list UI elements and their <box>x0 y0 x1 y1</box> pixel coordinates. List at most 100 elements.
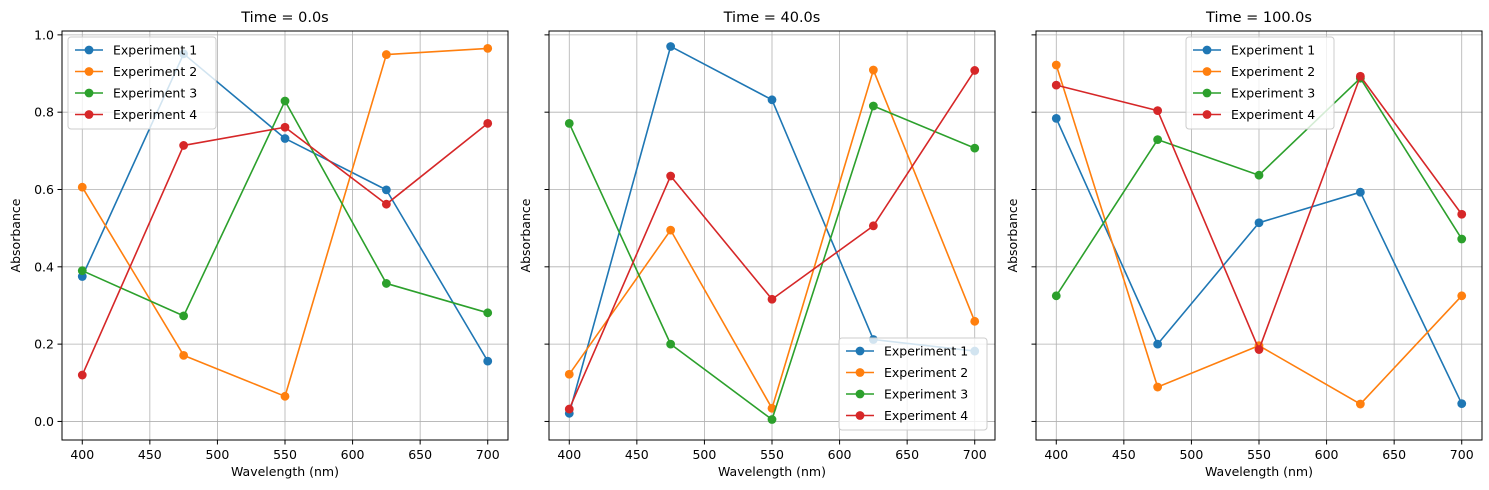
data-point <box>1254 218 1264 228</box>
data-point <box>1051 291 1061 301</box>
x-tick-label: 450 <box>138 447 162 462</box>
data-point <box>77 182 87 192</box>
legend-box <box>838 337 988 431</box>
data-point <box>77 266 87 276</box>
data-point <box>868 101 878 111</box>
data-point <box>280 134 290 143</box>
x-tick-label: 700 <box>476 447 500 462</box>
x-tick-label: 600 <box>1315 447 1339 462</box>
x-tick-label: 400 <box>70 447 94 462</box>
legend-marker-2 <box>855 368 865 377</box>
x-tick-label: 650 <box>895 447 919 462</box>
chart-panel-1: 400 450 500 550 600 650 700 0.0 0.2 0.4 0.6 0.8 1.0 T… <box>8 10 509 479</box>
data-point <box>179 141 189 150</box>
legend-label: Experiment 4 <box>884 408 968 423</box>
x-tick-label: 550 <box>273 447 297 462</box>
data-point <box>280 96 290 106</box>
data-point <box>483 43 493 53</box>
y-tick-label: 0.6 <box>34 182 54 197</box>
data-point <box>970 316 980 326</box>
data-point <box>1355 71 1365 81</box>
data-point <box>666 42 676 51</box>
legend-marker-3 <box>1202 88 1212 98</box>
x-tick-label: 550 <box>760 447 784 462</box>
legend-marker-1 <box>1202 45 1212 55</box>
legend-label: Experiment 4 <box>113 107 197 122</box>
chart-panel-3: 400 450 500 550 600 650 700 Time = 100.0s Wavele… <box>1005 10 1483 479</box>
legend-label: Experiment 2 <box>1231 64 1315 79</box>
legend-marker-2 <box>84 67 94 76</box>
x-tick-label: 700 <box>963 447 987 462</box>
data-point <box>1457 291 1467 301</box>
data-point <box>564 118 574 128</box>
legend-box <box>67 36 217 130</box>
data-point <box>1051 60 1061 70</box>
legend-label: Experiment 2 <box>113 64 197 79</box>
x-tick-label: 500 <box>205 447 229 462</box>
chart-title: Time = 0.0s <box>240 10 328 26</box>
y-tick-label: 1.0 <box>34 27 54 42</box>
data-point <box>767 294 777 304</box>
x-tick-label: 450 <box>1112 447 1136 462</box>
x-tick-label: 450 <box>625 447 649 462</box>
x-axis-label: Wavelength (nm) <box>231 464 339 479</box>
data-point <box>483 308 493 318</box>
data-point <box>1457 209 1467 219</box>
data-point <box>179 311 189 321</box>
legend-marker-3 <box>855 389 865 399</box>
legend-marker-3 <box>84 88 94 98</box>
x-tick-label: 600 <box>828 447 852 462</box>
data-point <box>280 122 290 132</box>
data-point <box>483 118 493 128</box>
chart-title: Time = 40.0s <box>723 10 821 26</box>
x-axis-label: Wavelength (nm) <box>1205 464 1313 479</box>
data-point <box>868 221 878 231</box>
x-tick-label: 400 <box>1044 447 1068 462</box>
data-point <box>77 370 87 380</box>
x-tick-label: 550 <box>1247 447 1271 462</box>
data-point <box>1153 382 1163 392</box>
y-tick-label: 0.2 <box>34 337 54 352</box>
data-point <box>1457 399 1467 409</box>
data-point <box>666 171 676 181</box>
legend-box <box>1185 36 1335 130</box>
x-tick-label: 400 <box>557 447 581 462</box>
legend-label: Experiment 3 <box>884 387 968 402</box>
legend-label: Experiment 1 <box>884 344 968 359</box>
legend-marker-4 <box>1202 110 1212 119</box>
legend: Experiment 1 Experiment 2 Experiment 3 Expe… <box>1185 36 1335 130</box>
data-point <box>767 415 777 424</box>
data-point <box>1355 399 1365 409</box>
legend-label: Experiment 4 <box>1231 107 1315 122</box>
legend-marker-2 <box>1202 67 1212 76</box>
x-axis-label: Wavelength (nm) <box>718 464 826 479</box>
x-tick-label: 500 <box>1179 447 1203 462</box>
legend-marker-1 <box>84 45 94 55</box>
data-point <box>970 143 980 153</box>
data-point <box>381 199 391 209</box>
data-point <box>1254 170 1264 180</box>
data-point <box>1254 345 1264 354</box>
y-axis-label: Absorbance <box>8 198 23 272</box>
data-point <box>1457 234 1467 244</box>
data-point <box>280 391 290 401</box>
chart-title: Time = 100.0s <box>1205 10 1312 26</box>
y-tick-label: 0.0 <box>34 414 54 429</box>
legend-marker-4 <box>84 110 94 119</box>
data-point <box>1153 135 1163 145</box>
data-point <box>483 356 493 366</box>
legend-label: Experiment 2 <box>884 365 968 380</box>
legend-label: Experiment 3 <box>113 86 197 101</box>
data-point <box>381 185 391 195</box>
data-point <box>666 225 676 235</box>
legend-marker-4 <box>855 411 865 420</box>
data-point <box>868 65 878 75</box>
chart-panel-2: 400 450 500 550 600 650 700 Time = 40.0s Wavelen… <box>518 10 996 479</box>
x-tick-label: 700 <box>1450 447 1474 462</box>
legend-label: Experiment 3 <box>1231 86 1315 101</box>
data-point <box>666 339 676 349</box>
legend: Experiment 1 Experiment 2 Experiment 3 Expe… <box>67 36 217 130</box>
x-tick-label: 500 <box>692 447 716 462</box>
data-point <box>1051 113 1061 123</box>
legend-label: Experiment 1 <box>1231 43 1315 58</box>
